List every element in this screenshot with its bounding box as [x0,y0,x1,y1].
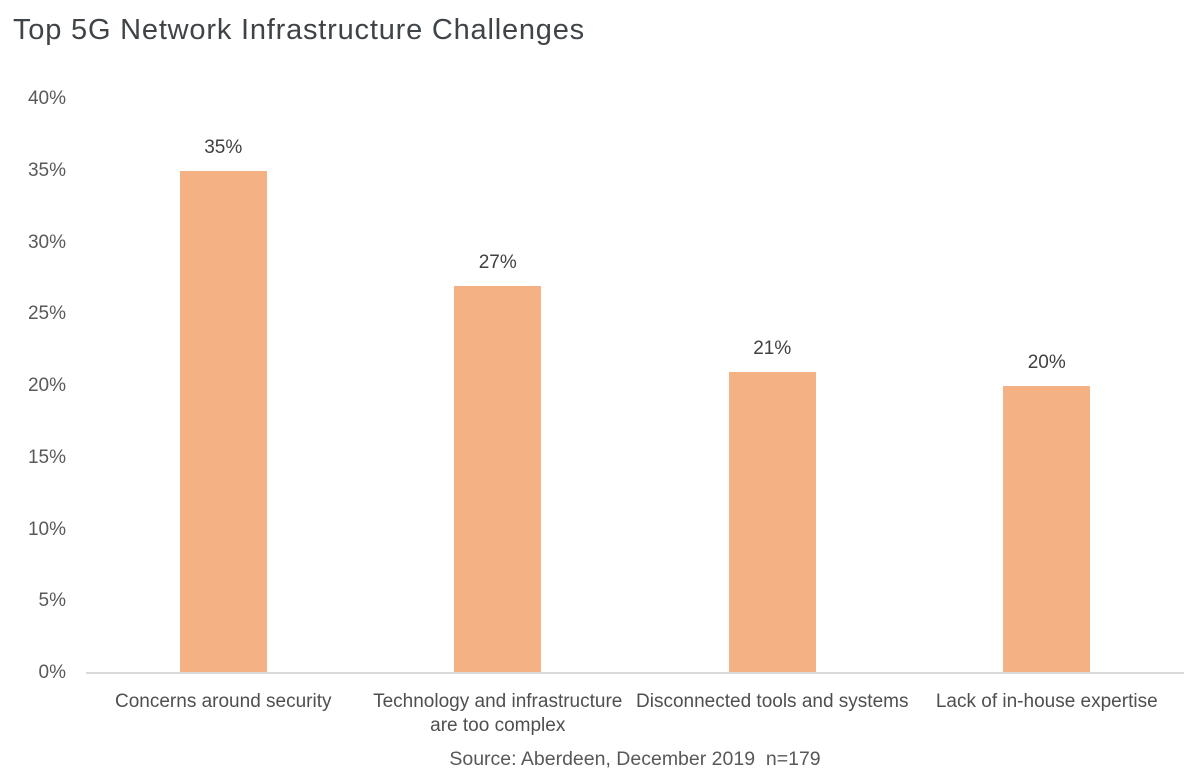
y-axis-tick-label: 10% [27,518,66,540]
y-axis-tick-label: 5% [38,590,66,612]
x-axis-category-label: Lack of in-house expertise [897,690,1197,714]
y-axis-tick-label: 25% [27,303,66,325]
x-axis-category-label-line: are too complex [430,715,566,736]
bar-value-label: 20% [1027,352,1066,373]
bar-3 [728,371,816,673]
bar-value-label: 35% [204,136,243,158]
bar-1 [179,170,267,673]
y-axis-tick-label: 0% [38,662,66,683]
x-axis-category-label: Technology and infrastructure are too com… [348,690,648,738]
y-axis-tick-label: 20% [27,375,66,396]
x-axis-category-label-line: Concerns around security [115,691,332,712]
chart-title: Top 5G Network Infrastructure Challenges [13,14,585,46]
x-axis-category-label: Concerns around security [73,690,373,714]
y-axis-tick-label: 30% [27,231,66,253]
x-axis-category-label-line: Lack of in-house expertise [935,691,1158,712]
x-axis-line [86,672,1184,674]
x-axis-category-label-line: Technology and infrastructure [373,691,623,712]
bar-value-label: 27% [478,251,517,273]
source-note: Source: Aberdeen, December 2019 n=179 [449,748,821,770]
x-axis-category-label: Disconnected tools and systems [622,690,922,714]
bar-4 [1003,386,1091,673]
y-axis-tick-label: 35% [27,159,66,181]
bar-2 [454,285,542,673]
y-axis-tick-label: 40% [27,88,66,109]
y-axis-tick-label: 15% [27,446,66,468]
x-axis-category-label-line: Disconnected tools and systems [636,691,909,712]
bar-value-label: 21% [753,337,792,359]
